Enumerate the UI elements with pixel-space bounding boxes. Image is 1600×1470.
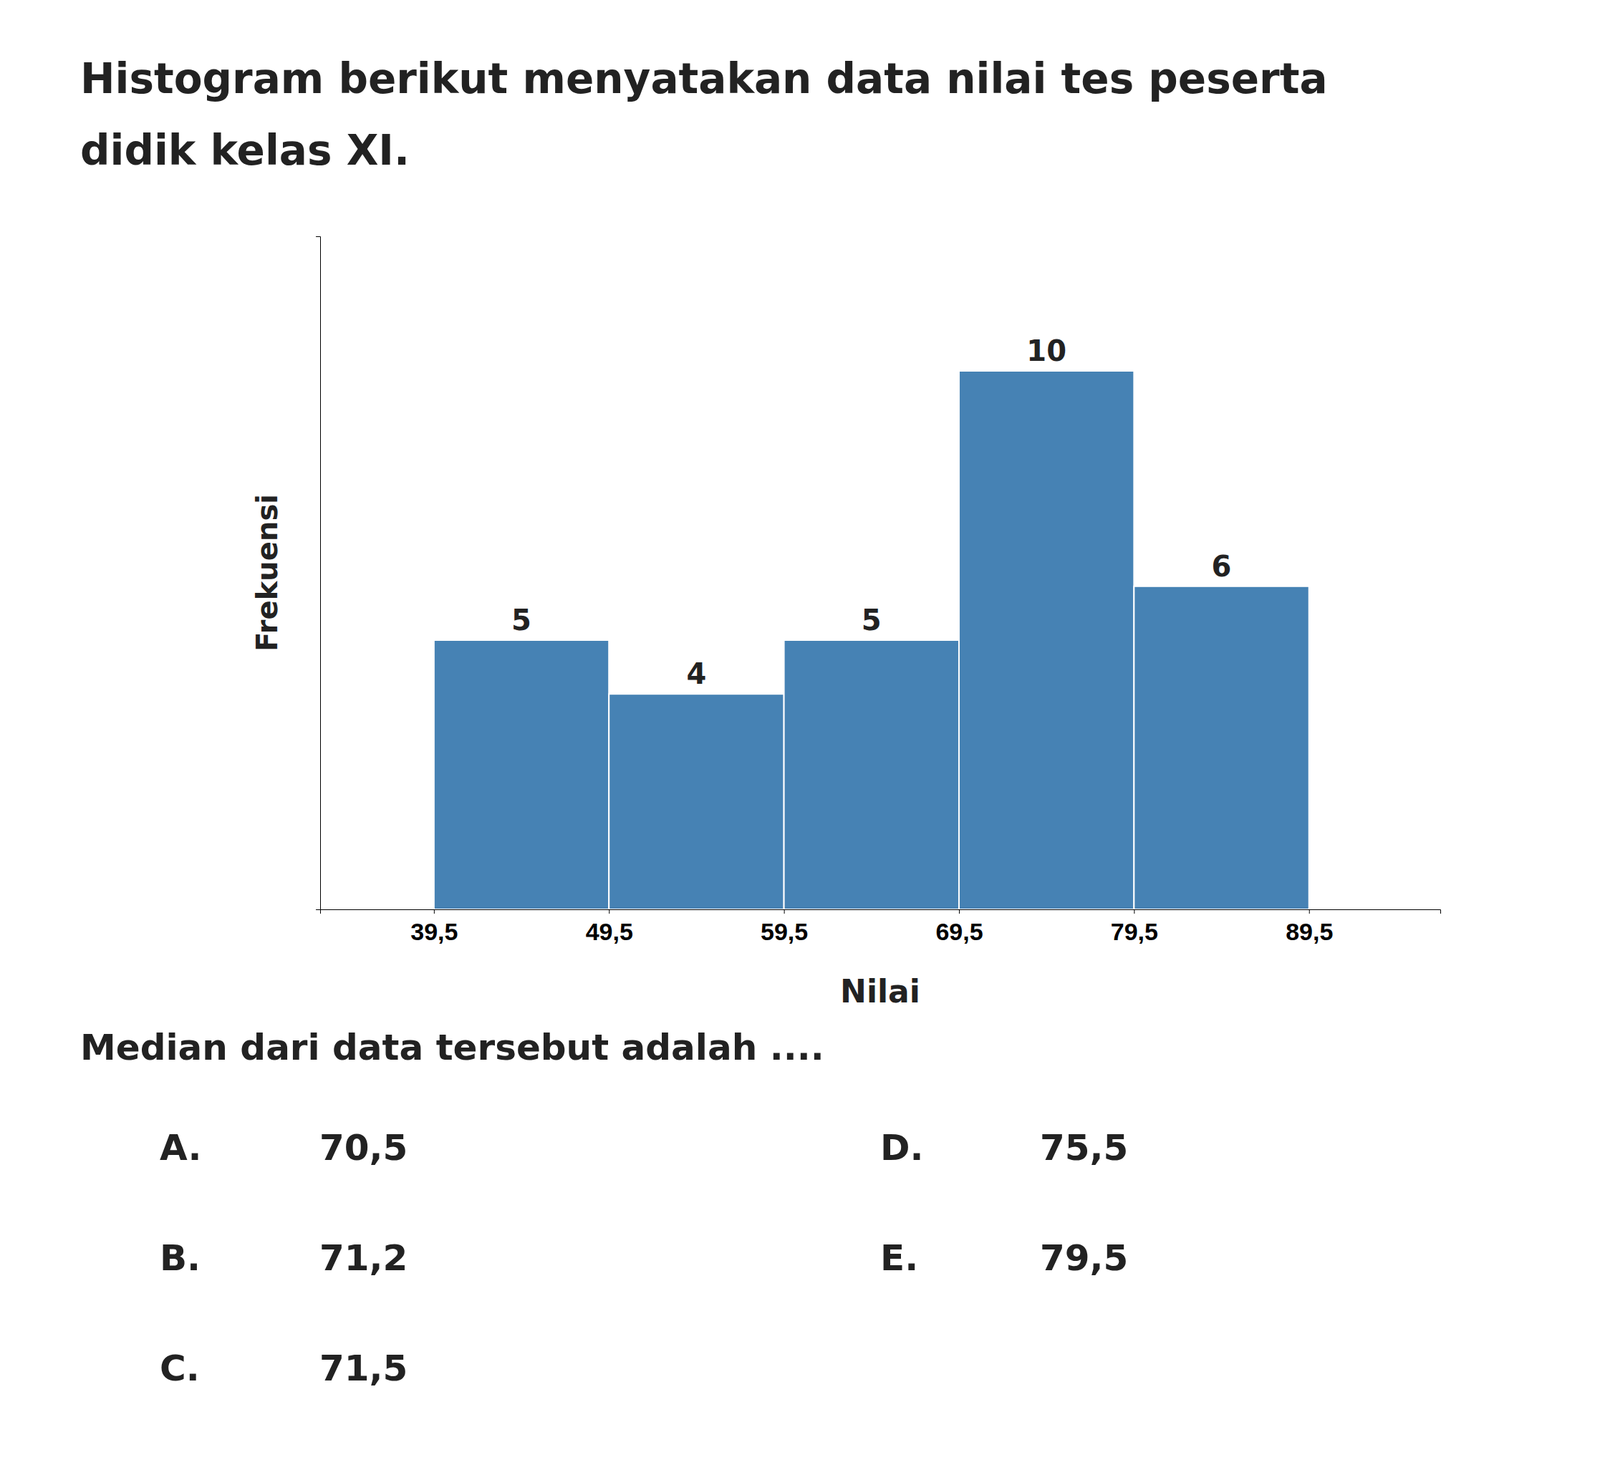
x-axis-label: Nilai <box>840 973 921 1010</box>
x-tick: 89,5 <box>1285 909 1333 946</box>
choice-label: A. <box>159 1127 202 1169</box>
data-label: 10 <box>1026 334 1067 368</box>
choice-value: 79,5 <box>1039 1237 1129 1280</box>
bar <box>434 640 609 910</box>
x-tick: 49,5 <box>585 909 634 946</box>
x-tick-label: 69,5 <box>935 918 983 946</box>
data-labels: 5 4 5 10 6 <box>511 334 1232 691</box>
y-axis-label: Frekuensi <box>250 494 284 652</box>
x-tick-mark <box>434 909 435 914</box>
choice-value: 71,5 <box>319 1347 408 1390</box>
x-tick-label: 79,5 <box>1110 918 1159 946</box>
x-tick-label: 39,5 <box>410 918 458 946</box>
data-label: 5 <box>861 603 882 637</box>
x-tick: 79,5 <box>1110 909 1159 946</box>
x-axis: 39,5 49,5 59,5 69,5 79,5 89,5 <box>320 909 1442 946</box>
x-tick-label: 59,5 <box>760 918 808 946</box>
y-axis-line <box>315 237 321 911</box>
bar <box>958 370 1134 910</box>
x-tick: 59,5 <box>760 909 808 946</box>
bar <box>784 640 959 910</box>
question: Median dari data tersebut adalah .... <box>80 1027 825 1069</box>
x-tick-mark <box>1309 909 1310 914</box>
y-axis <box>315 237 321 911</box>
chart-root: Histogram berikut menyatakan data nilai … <box>0 0 1600 1470</box>
x-tick-mark <box>1133 909 1135 914</box>
bars <box>434 370 1310 910</box>
title: Histogram berikut menyatakan data nilai … <box>80 54 1328 104</box>
x-tick-mark <box>958 909 960 914</box>
choice-value: 71,2 <box>319 1237 408 1280</box>
x-tick: 69,5 <box>935 909 983 946</box>
choice-value: 70,5 <box>319 1127 408 1169</box>
x-tick-label: 49,5 <box>585 918 634 946</box>
x-tick: 39,5 <box>410 909 458 946</box>
x-tick-mark <box>784 909 785 914</box>
x-tick-mark <box>608 909 610 914</box>
data-label: 5 <box>511 603 532 637</box>
choice-label: D. <box>880 1127 924 1169</box>
choice-value: 75,5 <box>1039 1127 1129 1169</box>
title: didik kelas XI. <box>80 126 410 175</box>
choice-label: B. <box>159 1237 201 1280</box>
choice-label: C. <box>159 1347 200 1390</box>
x-axis-line <box>320 910 1442 915</box>
data-label: 4 <box>686 657 707 691</box>
x-tick-label: 89,5 <box>1285 918 1333 946</box>
bar <box>1133 586 1309 910</box>
data-label: 6 <box>1211 550 1232 583</box>
plot: 5 4 5 10 6 39,5 49,5 59,5 69,5 79,5 89,5 Nilai Freku… <box>250 237 1442 1011</box>
bar <box>608 694 784 910</box>
choice-label: E. <box>880 1237 919 1280</box>
